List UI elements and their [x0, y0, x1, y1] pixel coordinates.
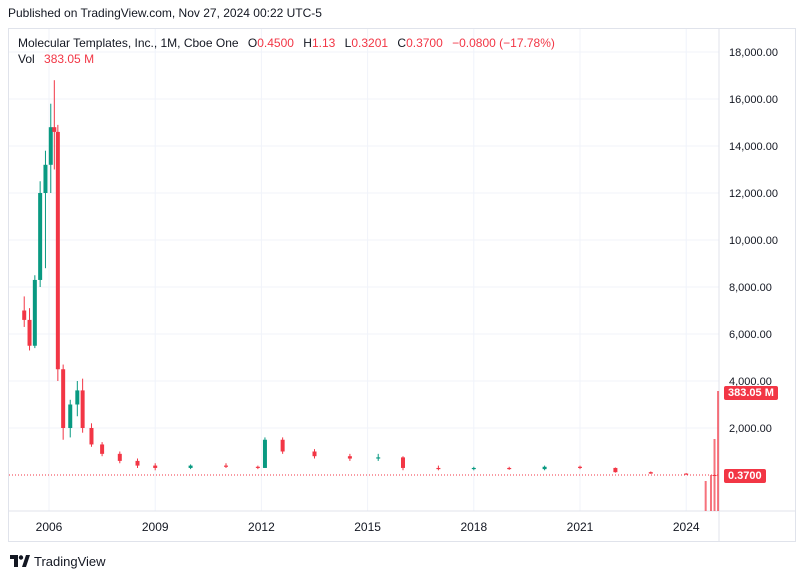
candle-body	[401, 457, 405, 468]
candle-body	[89, 428, 94, 445]
candle-body	[52, 127, 57, 132]
x-tick-label: 2009	[142, 520, 169, 534]
y-tick-label: 4,000.00	[729, 376, 772, 388]
x-tick-label: 2015	[354, 520, 381, 534]
candle-body	[578, 466, 582, 468]
candle-body	[75, 390, 80, 405]
candle-body	[61, 369, 66, 428]
legend-change: −0.0800 (−17.78%)	[452, 36, 555, 50]
x-tick-label: 2006	[36, 520, 63, 534]
volume-tag: 383.05 M	[724, 386, 778, 400]
candle-body	[80, 390, 85, 428]
legend: Molecular Templates, Inc., 1M, Cboe One …	[18, 35, 555, 67]
tradingview-logo[interactable]: TradingView	[10, 552, 106, 570]
volume-bar	[704, 481, 707, 511]
y-tick-label: 18,000.00	[729, 47, 778, 59]
candle-body	[347, 456, 352, 459]
legend-open-label: O	[247, 36, 258, 50]
y-tick-label: 10,000.00	[729, 235, 778, 247]
legend-close: 0.3700	[406, 36, 443, 50]
legend-vol: 383.05 M	[44, 52, 95, 66]
candle-body	[27, 319, 32, 346]
candle-body	[135, 460, 140, 466]
x-tick-label: 2018	[460, 520, 487, 534]
candle-body	[224, 465, 228, 467]
candle-body	[280, 439, 285, 452]
candle-body	[153, 465, 158, 468]
legend-high: 1.13	[311, 36, 336, 50]
last-price-tag: 0.3700	[724, 469, 766, 483]
candle-body	[48, 127, 53, 165]
tradingview-brand: TradingView	[34, 553, 106, 569]
legend-low-label: L	[344, 36, 352, 50]
legend-open: 0.4500	[257, 36, 294, 50]
candle-body	[188, 465, 193, 468]
published-note: Published on TradingView.com, Nov 27, 20…	[8, 6, 322, 20]
candle-body	[22, 310, 27, 320]
candle-body	[55, 131, 60, 370]
candle-body	[117, 453, 122, 461]
candle-body	[648, 472, 653, 474]
price-chart[interactable]: 2,000.00 4,000.00 6,000.00 8,000.00 10,000.0…	[9, 29, 795, 541]
candle-body	[38, 193, 43, 280]
candle-body	[542, 466, 547, 470]
y-tick-label: 2,000.00	[729, 423, 772, 435]
y-tick-label: 12,000.00	[729, 188, 778, 200]
candle-body	[100, 444, 105, 454]
candle-body	[613, 467, 618, 473]
tradingview-logo-icon	[10, 555, 30, 567]
candle-body	[262, 439, 267, 468]
candle-body	[684, 473, 689, 475]
chart-frame	[8, 28, 796, 542]
legend-vol-label: Vol	[18, 52, 35, 66]
candle-body	[68, 404, 73, 428]
candle-body	[312, 451, 317, 457]
candle-body	[32, 279, 37, 346]
candle-body	[436, 467, 441, 470]
candle-body	[471, 467, 476, 470]
legend-low: 0.3201	[351, 36, 389, 50]
x-tick-label: 2021	[567, 520, 594, 534]
y-tick-label: 8,000.00	[729, 282, 772, 294]
x-tick-label: 2012	[248, 520, 275, 534]
legend-close-label: C	[397, 36, 407, 50]
candle-body	[255, 466, 260, 468]
y-tick-label: 6,000.00	[729, 329, 772, 341]
candle-body	[376, 457, 381, 459]
candle-body	[43, 164, 48, 193]
y-tick-label: 14,000.00	[729, 141, 778, 153]
legend-symbol: Molecular Templates, Inc., 1M, Cboe One	[18, 36, 239, 50]
volume-bar	[709, 475, 712, 511]
y-tick-label: 16,000.00	[729, 94, 778, 106]
legend-high-label: H	[303, 36, 312, 50]
x-tick-label: 2024	[673, 520, 700, 534]
candle-body	[507, 467, 512, 470]
volume-bar	[717, 391, 720, 511]
